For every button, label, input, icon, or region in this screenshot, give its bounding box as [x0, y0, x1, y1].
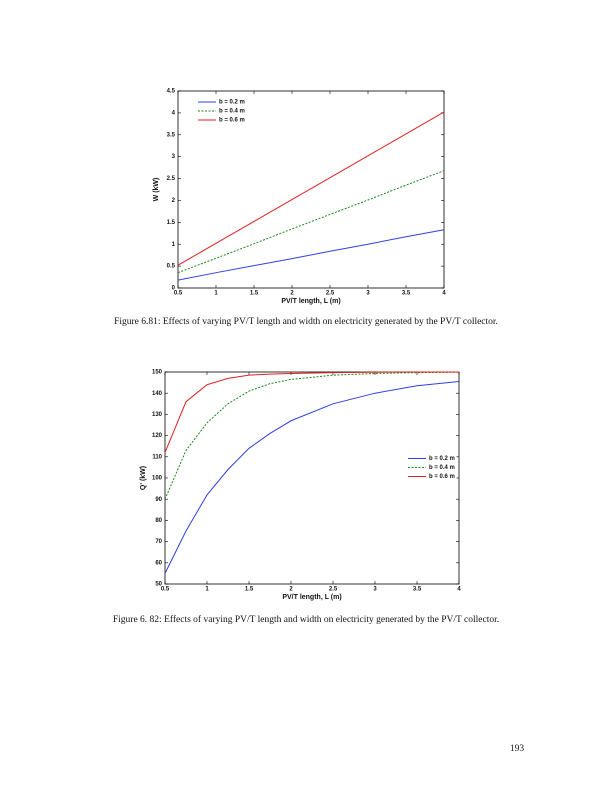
- y-tick-label: 3.5: [167, 132, 176, 138]
- caption: Figure 6.81: Effects of varying PV/T len…: [114, 316, 498, 327]
- x-tick-label: 3.5: [413, 587, 422, 593]
- x-axis-label: PV/T length, L (m): [282, 594, 341, 601]
- series-line: [177, 229, 445, 281]
- y-tick-label: 0: [172, 286, 176, 292]
- x-tick-label: 1.5: [245, 587, 254, 593]
- y-tick-label: 90: [155, 497, 162, 503]
- y-tick-label: 50: [155, 582, 162, 588]
- legend-label: b = 0.6 m: [219, 118, 245, 124]
- x-tick-label: 0.5: [161, 587, 170, 593]
- y-tick-label: 120: [152, 433, 163, 439]
- series-line: [164, 371, 459, 453]
- x-tick-label: 1: [214, 291, 218, 297]
- y-tick-label: 150: [152, 370, 163, 376]
- y-tick-label: 100: [152, 476, 163, 482]
- y-tick-label: 2.5: [167, 176, 176, 182]
- x-tick-label: 4: [457, 587, 461, 593]
- y-tick-label: 2: [172, 198, 176, 204]
- y-tick-label: 110: [152, 454, 162, 460]
- legend-box: [195, 95, 247, 128]
- y-axis-label: Q' (kW): [140, 466, 147, 490]
- page-number: 193: [510, 744, 525, 754]
- plot-frame: [177, 90, 445, 289]
- x-tick-label: 2.5: [329, 587, 338, 593]
- series-line: [177, 170, 445, 274]
- x-tick-label: 3.5: [402, 291, 411, 297]
- y-tick-label: 3: [172, 154, 176, 160]
- legend-label: b = 0.2 m: [219, 100, 245, 106]
- x-tick-label: 2: [290, 291, 294, 297]
- y-tick-label: 1.5: [167, 220, 176, 226]
- legend-box: [405, 452, 457, 484]
- series-line: [164, 371, 460, 500]
- x-tick-label: 1: [205, 587, 209, 593]
- y-axis-label: W (kW): [153, 178, 160, 202]
- legend-label: b = 0.4 m: [429, 465, 455, 471]
- y-tick-label: 1: [172, 242, 176, 248]
- y-tick-label: 4: [172, 110, 176, 116]
- y-tick-label: 4.5: [167, 89, 176, 95]
- x-axis-label: PV/T length, L (m): [281, 298, 340, 305]
- x-tick-label: 4: [442, 291, 446, 297]
- x-tick-label: 3: [373, 587, 377, 593]
- x-tick-label: 0.5: [174, 291, 183, 297]
- y-tick-label: 140: [152, 391, 163, 397]
- series-line: [164, 381, 460, 574]
- legend-label: b = 0.6 m: [429, 474, 455, 480]
- x-tick-label: 3: [366, 291, 370, 297]
- y-tick-label: 80: [155, 518, 162, 524]
- legend-label: b = 0.2 m: [429, 456, 455, 462]
- x-tick-label: 1.5: [250, 291, 259, 297]
- legend-label: b = 0.4 m: [219, 109, 245, 115]
- y-tick-label: 130: [152, 412, 163, 418]
- y-tick-label: 60: [155, 560, 162, 566]
- y-tick-label: 0.5: [167, 264, 176, 270]
- caption: Figure 6. 82: Effects of varying PV/T le…: [113, 614, 499, 625]
- x-tick-label: 2.5: [326, 291, 335, 297]
- y-tick-label: 70: [155, 539, 162, 545]
- x-tick-label: 2: [289, 587, 293, 593]
- series-line: [177, 111, 445, 266]
